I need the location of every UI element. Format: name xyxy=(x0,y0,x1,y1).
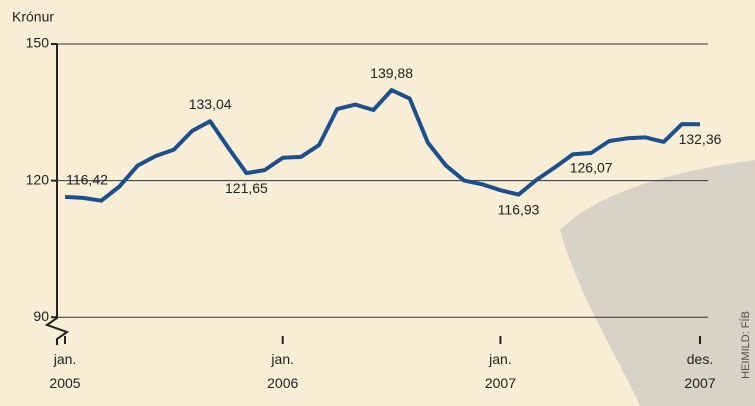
y-tick-label: 150 xyxy=(26,35,50,51)
x-tick-label: jan.2007 xyxy=(485,351,516,391)
y-tick-label: 90 xyxy=(33,308,49,324)
y-axis-label: Krónur xyxy=(12,9,54,25)
y-tick-label: 120 xyxy=(26,171,50,187)
data-label: 121,65 xyxy=(225,180,268,196)
line xyxy=(65,90,700,201)
data-label: 116,42 xyxy=(66,172,108,188)
data-label: 126,07 xyxy=(570,160,613,176)
data-label: 132,36 xyxy=(679,131,722,147)
data-label: 116,93 xyxy=(498,201,540,217)
x-tick-label: jan.2005 xyxy=(49,351,80,391)
data-label: 133,04 xyxy=(189,96,232,112)
data-label: 139,88 xyxy=(370,65,413,81)
x-tick-label: jan.2006 xyxy=(267,351,298,391)
chart: Krónur HEIMILD: FÍB 90120150jan.2005jan.… xyxy=(0,0,755,406)
nozzle-illustration xyxy=(560,160,755,406)
y-axis xyxy=(47,44,67,345)
